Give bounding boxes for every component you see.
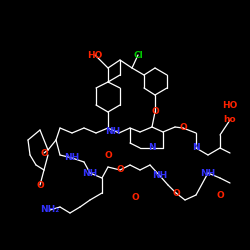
Text: O: O xyxy=(216,192,224,200)
Text: NH: NH xyxy=(106,128,120,136)
Text: NH: NH xyxy=(64,154,80,162)
Text: HO: HO xyxy=(222,100,238,110)
Text: NH₂: NH₂ xyxy=(40,206,60,214)
Text: N: N xyxy=(148,144,156,152)
Text: O: O xyxy=(131,192,139,202)
Text: NH: NH xyxy=(82,168,98,177)
Text: O: O xyxy=(151,108,159,116)
Text: O: O xyxy=(179,124,187,132)
Text: ho: ho xyxy=(224,116,236,124)
Text: NH: NH xyxy=(200,168,216,177)
Text: NH: NH xyxy=(152,172,168,180)
Text: HO: HO xyxy=(87,50,103,59)
Text: O: O xyxy=(40,148,48,158)
Text: N: N xyxy=(192,144,200,152)
Text: Cl: Cl xyxy=(133,50,143,59)
Text: O: O xyxy=(172,188,180,198)
Text: O: O xyxy=(36,180,44,190)
Text: O: O xyxy=(104,150,112,160)
Text: O: O xyxy=(116,166,124,174)
